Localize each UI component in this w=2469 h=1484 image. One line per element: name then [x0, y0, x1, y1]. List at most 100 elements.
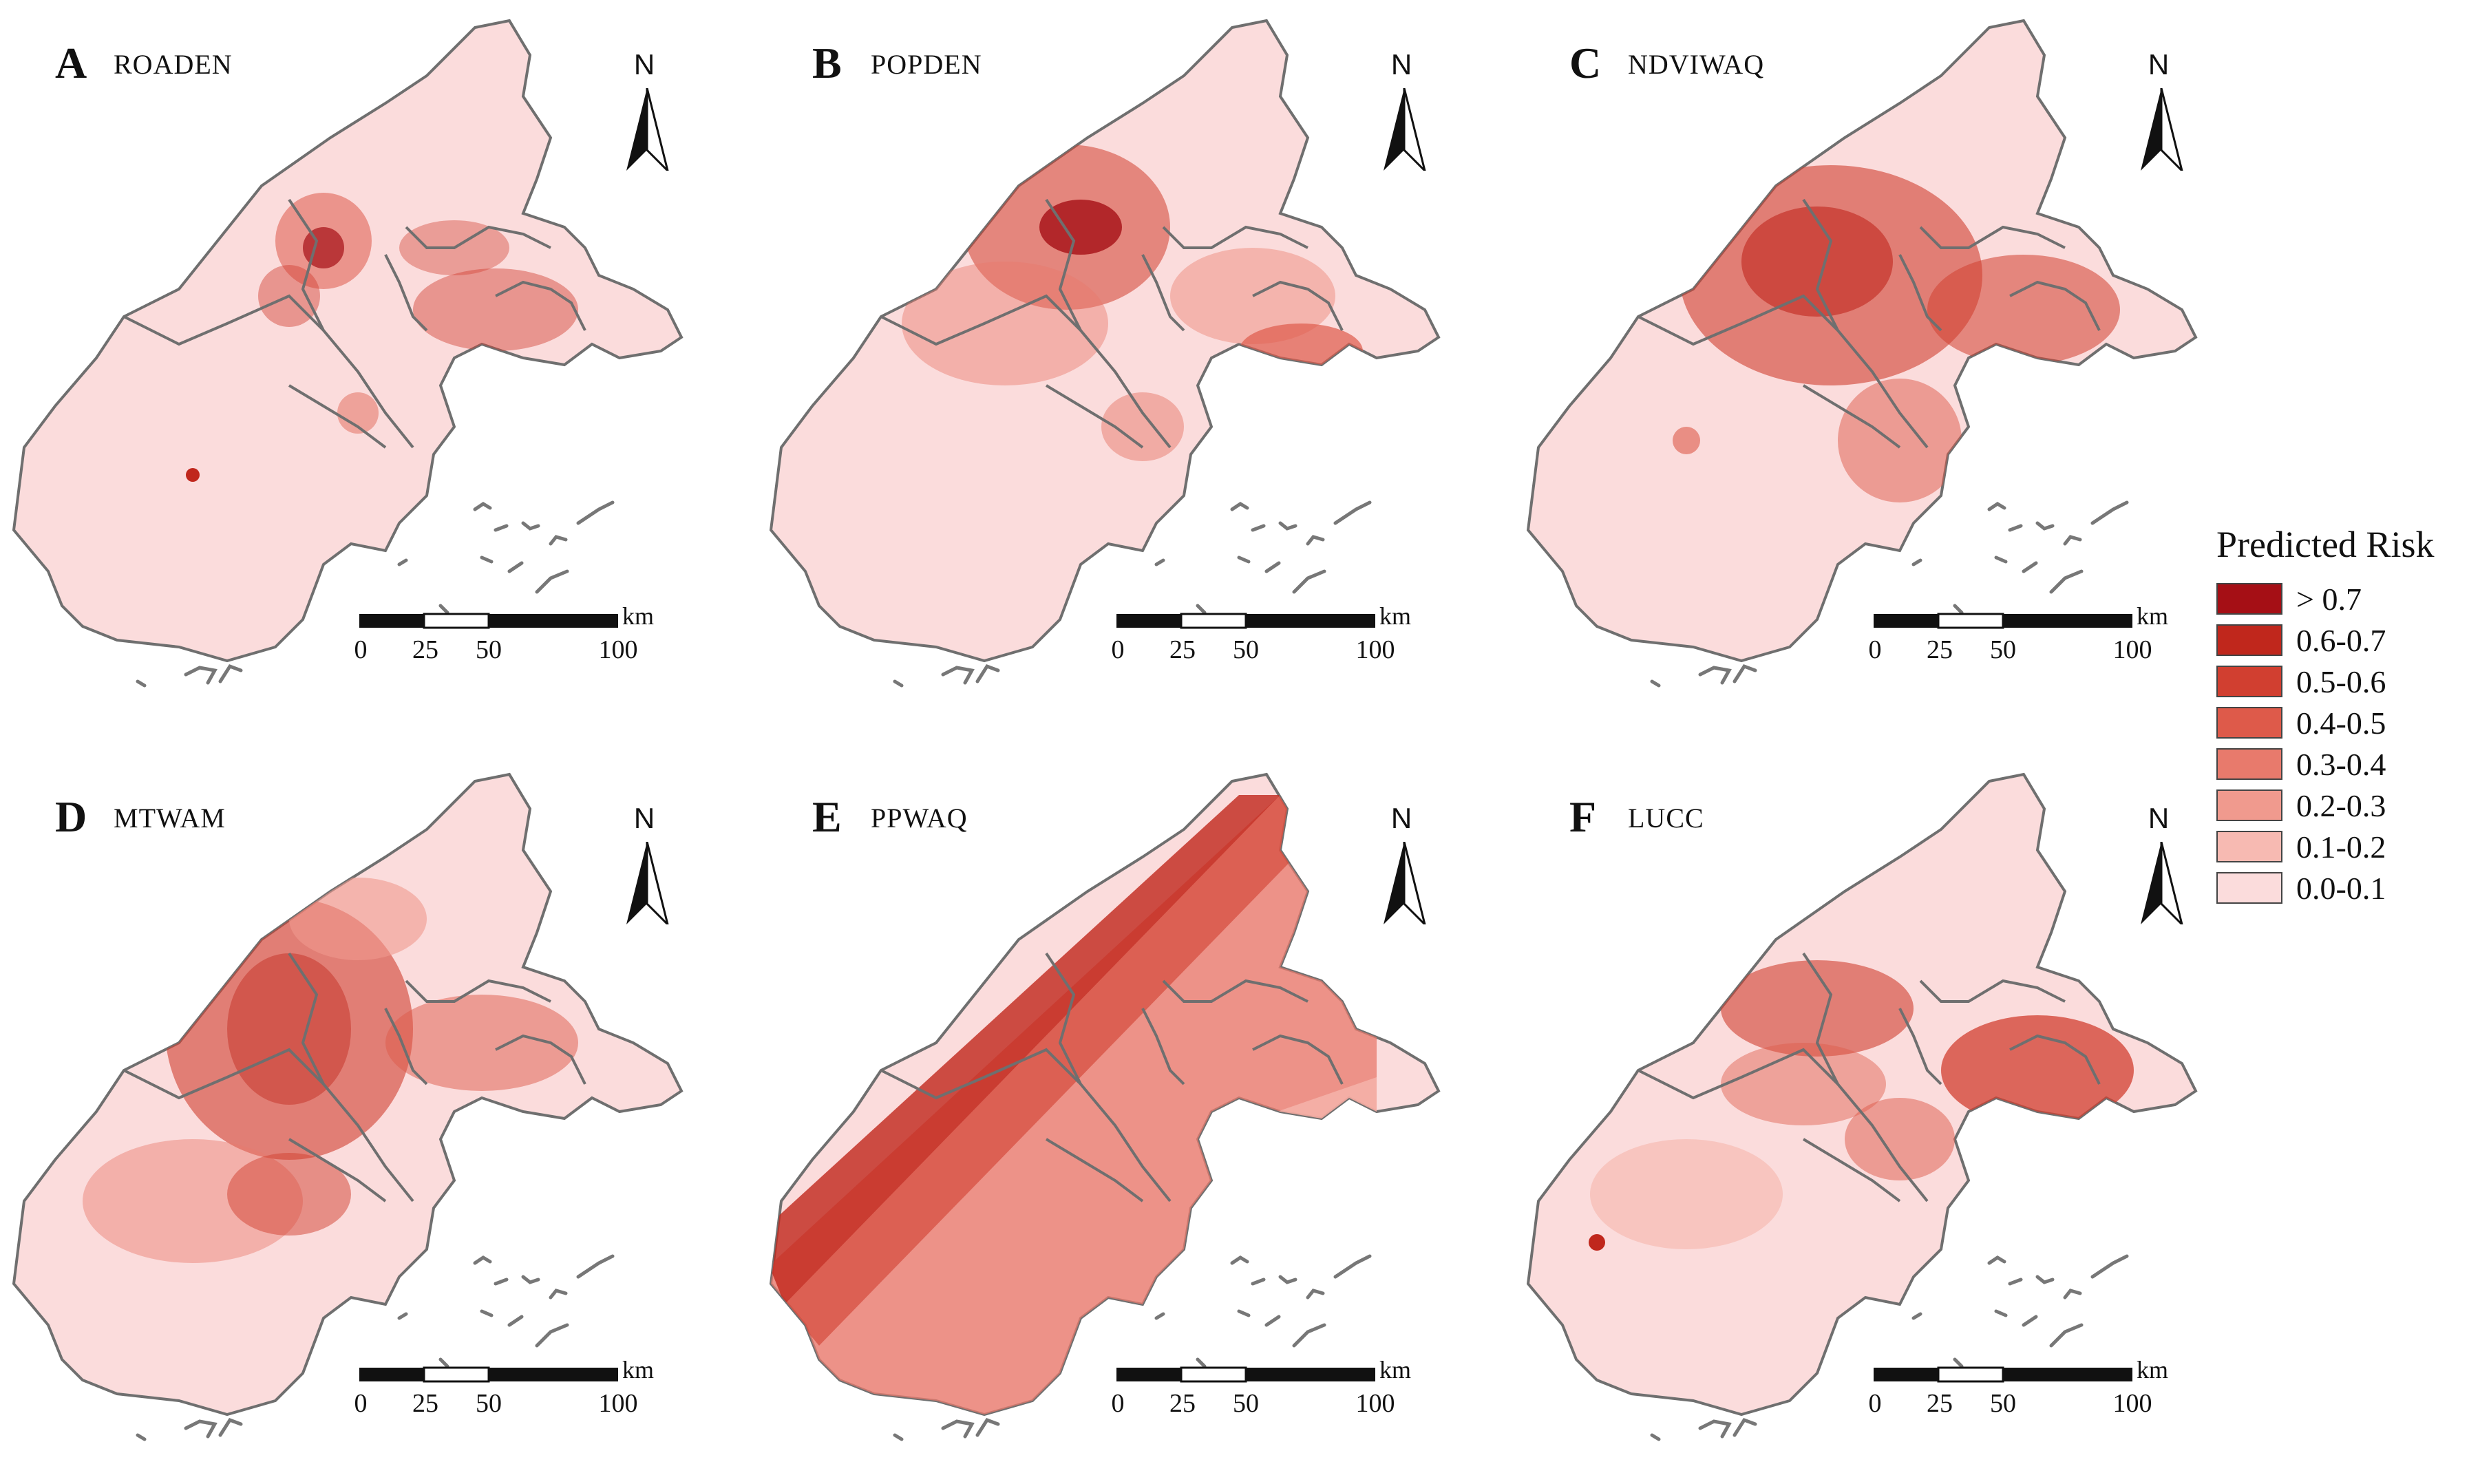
- scale-unit: km: [2137, 602, 2169, 630]
- scale-bar-graphic: [1116, 1366, 1375, 1383]
- panel-letter: B: [812, 39, 842, 87]
- north-label: N: [2148, 48, 2170, 81]
- north-label: N: [1390, 48, 1412, 81]
- north-arrow-icon: [626, 88, 669, 171]
- legend-label: > 0.7: [2296, 581, 2362, 617]
- panel-letter: E: [812, 792, 842, 841]
- scale-tick: 50: [1233, 1389, 1259, 1418]
- map-panel-e: E PPWAQ N km 0 25 50 100: [757, 754, 1507, 1483]
- scale-tick: 50: [1990, 635, 2016, 664]
- map-panel-a: A ROADEN N km 0 25 50 100: [0, 0, 750, 730]
- panel-letter: C: [1569, 39, 1602, 87]
- panel-title: ROADEN: [114, 49, 233, 80]
- north-arrow-icon: [1384, 88, 1426, 171]
- scale-tick: 0: [1868, 635, 1882, 664]
- map-panel-b: B POPDEN N km 0 25 50 100: [757, 0, 1507, 730]
- scale-tick: 25: [1927, 635, 1953, 664]
- legend-swatch: [2216, 624, 2282, 656]
- legend-swatch: [2216, 789, 2282, 821]
- scale-bar-graphic: [359, 613, 618, 629]
- scale-tick: 0: [1111, 1389, 1125, 1418]
- scale-bar: km 0 25 50 100: [1111, 1353, 1439, 1428]
- scale-unit: km: [1379, 1356, 1412, 1384]
- panel-title: MTWAM: [114, 803, 226, 834]
- panel-letter: D: [55, 792, 87, 841]
- panel-letter: F: [1569, 792, 1597, 841]
- legend-item: 0.6-0.7: [2216, 619, 2464, 661]
- legend-swatch: [2216, 666, 2282, 697]
- scale-tick: 100: [598, 1389, 638, 1418]
- scale-tick: 0: [354, 635, 368, 664]
- legend-item: 0.5-0.6: [2216, 661, 2464, 702]
- scale-tick: 0: [1868, 1389, 1882, 1418]
- scale-bar: km 0 25 50 100: [1111, 599, 1439, 675]
- scale-tick: 50: [1233, 635, 1259, 664]
- legend-label: 0.6-0.7: [2296, 622, 2386, 658]
- north-arrow: N: [1374, 48, 1436, 172]
- north-arrow: N: [2131, 48, 2193, 172]
- legend-item: 0.0-0.1: [2216, 867, 2464, 909]
- scale-bar-graphic: [1874, 1366, 2132, 1383]
- legend-swatch: [2216, 583, 2282, 615]
- legend-swatch: [2216, 748, 2282, 780]
- north-label: N: [1390, 802, 1412, 834]
- legend-label: 0.1-0.2: [2296, 829, 2386, 865]
- scale-tick: 50: [1990, 1389, 2016, 1418]
- north-arrow: N: [2131, 802, 2193, 926]
- map-e-graphic: [770, 773, 1440, 1483]
- legend: Predicted Risk > 0.7 0.6-0.7 0.5-0.6 0.4…: [2216, 523, 2464, 1046]
- legend-title: Predicted Risk: [2216, 524, 2435, 565]
- panel-title: POPDEN: [871, 49, 982, 80]
- map-panel-d: D MTWAM N km 0 25 50 100: [0, 754, 750, 1483]
- scale-tick: 50: [476, 1389, 502, 1418]
- map-panel-c: C NDVIWAQ N km 0 25 50 100: [1514, 0, 2265, 730]
- legend-swatch: [2216, 872, 2282, 904]
- north-arrow: N: [617, 48, 679, 172]
- north-label: N: [633, 802, 655, 834]
- scale-tick: 100: [598, 635, 638, 664]
- scale-bar-graphic: [1874, 613, 2132, 629]
- scale-unit: km: [1379, 602, 1412, 630]
- north-arrow-icon: [626, 842, 669, 924]
- legend-items: > 0.7 0.6-0.7 0.5-0.6 0.4-0.5 0.3-0.4 0.…: [2216, 578, 2464, 909]
- legend-item: 0.2-0.3: [2216, 785, 2464, 826]
- map-a-graphic: [12, 19, 683, 730]
- map-b-graphic: [770, 19, 1440, 730]
- scale-tick: 25: [1169, 635, 1196, 664]
- scale-tick: 0: [1111, 635, 1125, 664]
- scale-bar: km 0 25 50 100: [1868, 1353, 2196, 1428]
- scale-unit: km: [2137, 1356, 2169, 1384]
- scale-bar: km 0 25 50 100: [354, 1353, 681, 1428]
- scale-bar-graphic: [1116, 613, 1375, 629]
- legend-label: 0.5-0.6: [2296, 664, 2386, 699]
- scale-tick: 100: [2112, 635, 2152, 664]
- scale-bar-graphic: [359, 1366, 618, 1383]
- north-label: N: [2148, 802, 2170, 834]
- panel-title: LUCC: [1628, 803, 1704, 834]
- map-f-graphic: [1527, 773, 2197, 1483]
- scale-tick: 25: [1169, 1389, 1196, 1418]
- map-panel-f: F LUCC N km 0 25 50 100: [1514, 754, 2265, 1483]
- panel-title: NDVIWAQ: [1628, 49, 1765, 80]
- scale-tick: 25: [412, 635, 438, 664]
- legend-item: > 0.7: [2216, 578, 2464, 619]
- north-arrow: N: [1374, 802, 1436, 926]
- legend-label: 0.3-0.4: [2296, 746, 2386, 782]
- map-c-graphic: [1527, 19, 2197, 730]
- north-arrow-icon: [2141, 842, 2183, 924]
- panel-letter: A: [55, 39, 87, 87]
- legend-item: 0.3-0.4: [2216, 743, 2464, 785]
- scale-tick: 50: [476, 635, 502, 664]
- north-arrow: N: [617, 802, 679, 926]
- legend-swatch: [2216, 831, 2282, 862]
- scale-tick: 0: [354, 1389, 368, 1418]
- north-arrow-icon: [2141, 88, 2183, 171]
- scale-tick: 100: [1355, 635, 1395, 664]
- legend-item: 0.1-0.2: [2216, 826, 2464, 867]
- map-d-graphic: [12, 773, 683, 1483]
- scale-tick: 25: [1927, 1389, 1953, 1418]
- legend-label: 0.2-0.3: [2296, 787, 2386, 823]
- north-label: N: [633, 48, 655, 81]
- north-arrow-icon: [1384, 842, 1426, 924]
- scale-tick: 25: [412, 1389, 438, 1418]
